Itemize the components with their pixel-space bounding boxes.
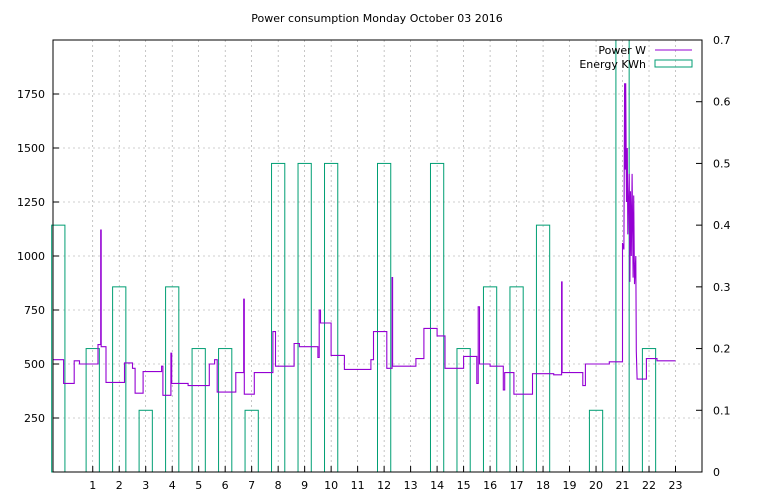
energy-bar: [509, 286, 524, 473]
x-tick-label: 18: [536, 479, 550, 492]
x-tick-label: 13: [404, 479, 418, 492]
y-right-tick-label: 0: [713, 466, 720, 479]
y-left-tick-label: 1750: [17, 88, 45, 101]
y-right-tick-label: 0.6: [713, 96, 731, 109]
y-right-tick-label: 0.2: [713, 343, 731, 356]
x-tick-label: 4: [169, 479, 176, 492]
y-left-tick-label: 250: [24, 412, 45, 425]
legend-label-energy: Energy KWh: [579, 58, 646, 71]
energy-bar: [482, 286, 498, 473]
left-axis-ticks: 250 500 750 1000 1250 1500 1750: [17, 88, 59, 425]
power-line: [53, 83, 676, 396]
x-tick-label: 7: [248, 479, 255, 492]
x-tick-label: 15: [457, 479, 471, 492]
power-line-group: [53, 83, 676, 396]
x-axis-ticks: 1 2 3 4 5 6 7 8 9 10 11 12 13 14 15 16 17 18 19 20 21 22 23: [89, 466, 683, 492]
y-right-tick-label: 0.3: [713, 281, 731, 294]
x-tick-label: 16: [483, 479, 497, 492]
energy-bar: [535, 224, 551, 473]
x-tick-label: 20: [589, 479, 603, 492]
y-right-tick-label: 0.1: [713, 404, 731, 417]
right-axis-ticks: 0 0.1 0.2 0.3 0.4 0.5 0.6 0.7: [696, 34, 731, 479]
y-right-tick-label: 0.4: [713, 219, 731, 232]
x-tick-label: 1: [89, 479, 96, 492]
x-tick-label: 10: [324, 479, 338, 492]
x-tick-label: 6: [222, 479, 229, 492]
x-tick-label: 3: [142, 479, 149, 492]
legend-swatch-energy: [654, 59, 693, 68]
x-tick-label: 17: [510, 479, 524, 492]
y-left-tick-label: 750: [24, 304, 45, 317]
x-tick-label: 21: [616, 479, 630, 492]
y-left-tick-label: 1250: [17, 196, 45, 209]
y-left-tick-label: 500: [24, 358, 45, 371]
x-tick-label: 5: [195, 479, 202, 492]
y-left-tick-label: 1500: [17, 142, 45, 155]
x-tick-label: 9: [301, 479, 308, 492]
legend: Power W Energy KWh: [579, 44, 693, 71]
grid: [53, 40, 702, 472]
x-tick-label: 12: [377, 479, 391, 492]
x-tick-label: 23: [669, 479, 683, 492]
legend-label-power: Power W: [598, 44, 646, 57]
y-left-tick-label: 1000: [17, 250, 45, 263]
x-tick-label: 11: [351, 479, 365, 492]
energy-bar: [51, 224, 66, 473]
x-tick-label: 2: [116, 479, 123, 492]
chart-title: Power consumption Monday October 03 2016: [251, 12, 502, 25]
x-tick-label: 19: [563, 479, 577, 492]
x-tick-label: 8: [275, 479, 282, 492]
y-right-tick-label: 0.5: [713, 157, 731, 170]
y-right-tick-label: 0.7: [713, 34, 731, 47]
x-tick-label: 14: [430, 479, 444, 492]
energy-bar: [112, 286, 127, 473]
x-tick-label: 22: [642, 479, 656, 492]
